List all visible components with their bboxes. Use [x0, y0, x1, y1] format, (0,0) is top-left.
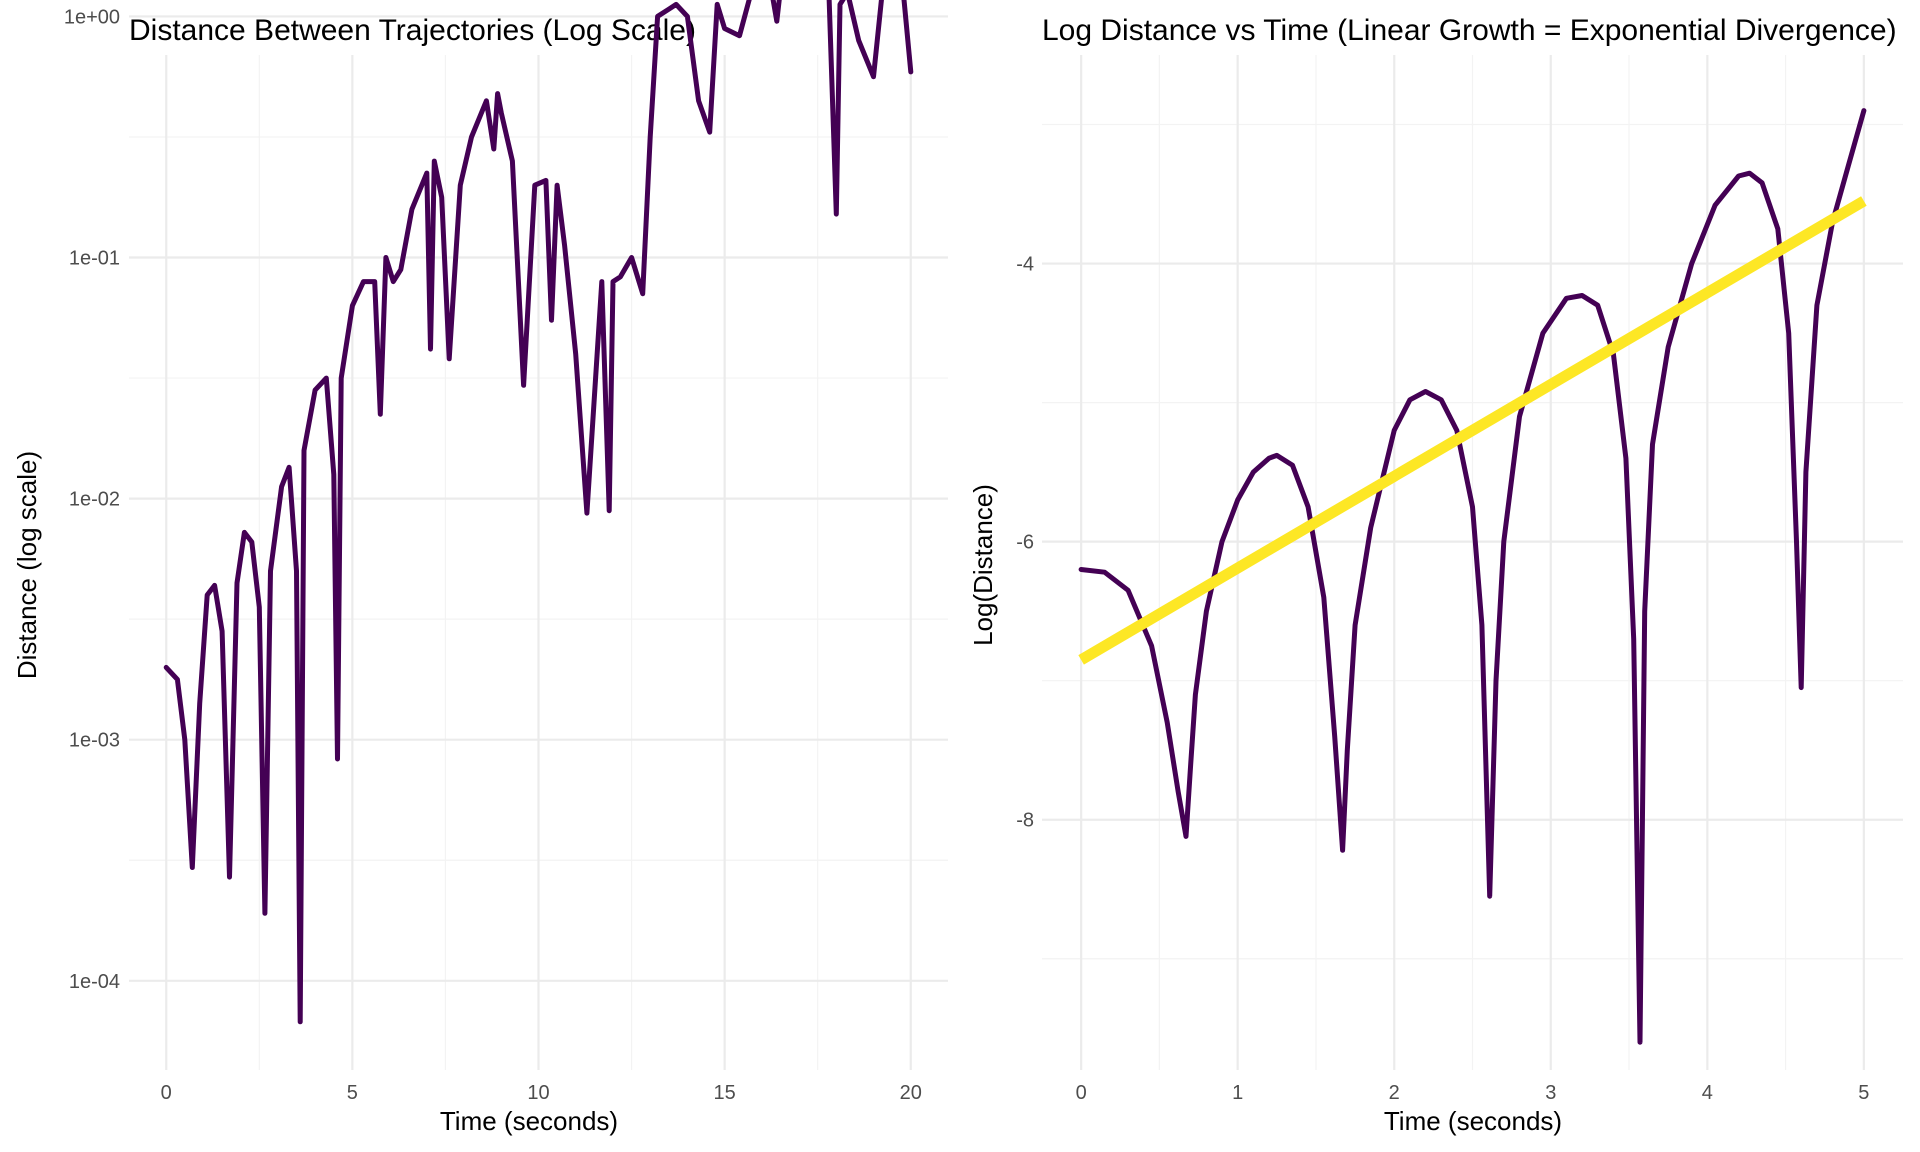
grid [129, 15, 948, 1070]
chart-title: Log Distance vs Time (Linear Growth = Ex… [1042, 14, 1897, 47]
x-axis-ticks: 0 1 2 3 4 5 [1076, 1082, 1870, 1104]
x-tick-label: 20 [900, 1082, 922, 1104]
x-tick-label: 5 [347, 1082, 358, 1104]
x-tick-label: 0 [1076, 1082, 1087, 1104]
x-tick-label: 2 [1389, 1082, 1400, 1104]
y-tick-label: 1e+00 [64, 6, 120, 28]
x-tick-label: 0 [161, 1082, 172, 1104]
log-distance-series-line [1078, 108, 1867, 1045]
log-distance-vs-time-chart-panel: Log Distance vs Time (Linear Growth = Ex… [968, 14, 1903, 1136]
x-tick-label: 3 [1545, 1082, 1556, 1104]
linear-fit-line [1078, 196, 1867, 665]
y-tick-label: 1e-02 [69, 489, 120, 511]
grid [1042, 55, 1903, 1070]
x-axis-title: Time (seconds) [1384, 1106, 1562, 1136]
x-axis-title: Time (seconds) [440, 1106, 618, 1136]
x-tick-label: 5 [1858, 1082, 1869, 1104]
y-tick-label: 1e-01 [69, 248, 120, 270]
y-axis-title: Distance (log scale) [12, 451, 42, 679]
y-tick-label: -8 [1016, 810, 1034, 832]
y-tick-label: -6 [1016, 532, 1034, 554]
x-axis-ticks: 0 5 10 15 20 [161, 1082, 922, 1104]
x-tick-label: 15 [714, 1082, 736, 1104]
y-tick-label: 1e-04 [69, 971, 120, 993]
chart-title: Distance Between Trajectories (Log Scale… [129, 14, 696, 47]
y-axis-ticks: -8 -6 -4 [1016, 254, 1034, 832]
x-tick-label: 10 [527, 1082, 549, 1104]
distance-series-line [163, 0, 914, 1025]
y-axis-ticks: 1e-04 1e-03 1e-02 1e-01 1e+00 [64, 6, 120, 992]
y-tick-label: 1e-03 [69, 730, 120, 752]
log-distance-chart-panel: Distance Between Trajectories (Log Scale… [12, 0, 948, 1136]
x-tick-label: 4 [1702, 1082, 1713, 1104]
x-tick-label: 1 [1232, 1082, 1243, 1104]
y-tick-label: -4 [1016, 254, 1034, 276]
y-axis-title: Log(Distance) [968, 484, 998, 646]
